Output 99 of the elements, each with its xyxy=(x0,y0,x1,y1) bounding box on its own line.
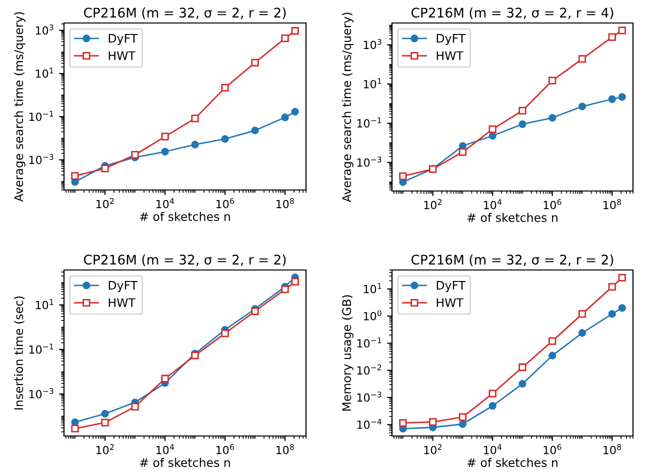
point xyxy=(488,125,496,133)
x-tick-label: 10$^{4}$ xyxy=(484,444,502,454)
point xyxy=(608,33,616,41)
point xyxy=(191,140,199,148)
y-tick-label: 10$^{−3}$ xyxy=(29,154,54,164)
x-tick-label: 10$^{8}$ xyxy=(276,198,294,208)
legend-label: HWT xyxy=(436,298,464,307)
point xyxy=(221,330,229,338)
y-tick-label: 10$^{−4}$ xyxy=(357,418,382,429)
point xyxy=(578,102,586,110)
legend-label: HWT xyxy=(108,51,136,60)
x-tick-label: 10$^{2}$ xyxy=(96,198,114,208)
x-tick-label: 10$^{8}$ xyxy=(604,444,621,454)
legend-label: HWT xyxy=(108,298,136,307)
y-tick-label: 10$^{−3}$ xyxy=(29,388,54,398)
point xyxy=(71,172,79,180)
y-tick-label: 10$^{−3}$ xyxy=(357,156,382,167)
point xyxy=(608,282,616,291)
point xyxy=(101,418,109,426)
point xyxy=(548,337,556,345)
point xyxy=(131,151,139,159)
point xyxy=(458,413,467,421)
point xyxy=(608,310,616,318)
x-axis-title: # of sketches n xyxy=(467,212,558,222)
point xyxy=(221,84,229,92)
y-axis-title: Average search time (ms/query) xyxy=(14,12,26,202)
x-tick-label: 10$^{8}$ xyxy=(276,444,294,454)
chart-title: CP216M (m = 32, σ = 2, r = 4) xyxy=(411,7,614,20)
chart-title: CP216M (m = 32, σ = 2, r = 2) xyxy=(411,254,614,266)
point xyxy=(518,363,526,372)
x-tick-label: 10$^{6}$ xyxy=(216,198,234,208)
y-tick-label: 10$^{3}$ xyxy=(364,38,382,50)
point xyxy=(458,148,467,156)
x-tick-label: 10$^{4}$ xyxy=(156,444,174,454)
y-tick-label: 10$^{1}$ xyxy=(364,78,382,88)
point xyxy=(161,374,169,382)
y-tick-label: 10$^{−3}$ xyxy=(357,392,382,402)
point xyxy=(578,310,586,318)
y-axis-title: Memory usage (GB) xyxy=(342,295,354,411)
point xyxy=(518,106,526,114)
point xyxy=(101,164,109,172)
y-tick-label: 10$^{−2}$ xyxy=(357,364,382,375)
point xyxy=(548,76,556,84)
point xyxy=(608,95,616,103)
y-tick-label: 10$^{0}$ xyxy=(364,310,382,320)
point xyxy=(518,380,526,388)
legend-label: DyFT xyxy=(436,280,466,292)
y-tick-label: 10$^{−1}$ xyxy=(357,337,382,348)
point xyxy=(161,148,169,156)
legend-label: DyFT xyxy=(108,280,138,292)
x-tick-label: 10$^{2}$ xyxy=(96,444,114,454)
chart-title: CP216M (m = 32, σ = 2, r = 2) xyxy=(84,7,286,20)
point xyxy=(191,114,199,122)
point xyxy=(251,58,259,66)
x-axis-title: # of sketches n xyxy=(140,212,230,222)
point xyxy=(429,418,437,426)
y-tick-label: 10$^{1}$ xyxy=(364,283,382,294)
point xyxy=(399,419,407,427)
point xyxy=(399,172,407,180)
point xyxy=(281,34,289,42)
y-tick-label: 10$^{−1}$ xyxy=(29,110,54,121)
x-tick-label: 10$^{2}$ xyxy=(424,444,442,454)
point xyxy=(488,402,496,410)
y-tick-label: 10$^{1}$ xyxy=(36,68,54,78)
chart-title: CP216M (m = 32, σ = 2, r = 2) xyxy=(84,254,286,266)
x-tick-label: 10$^{4}$ xyxy=(484,199,502,210)
point xyxy=(101,410,109,418)
point xyxy=(578,329,586,337)
point xyxy=(131,402,139,410)
point xyxy=(458,420,467,428)
x-tick-label: 10$^{6}$ xyxy=(544,199,562,210)
point xyxy=(281,114,289,122)
y-tick-label: 10$^{1}$ xyxy=(36,299,54,310)
legend-label: DyFT xyxy=(108,34,138,46)
x-tick-label: 10$^{4}$ xyxy=(156,198,174,208)
point xyxy=(161,132,169,140)
point xyxy=(71,424,79,432)
y-tick-label: 10$^{−1}$ xyxy=(357,117,382,128)
legend-label: HWT xyxy=(436,51,464,60)
point xyxy=(221,135,229,143)
x-tick-label: 10$^{6}$ xyxy=(216,444,234,454)
point xyxy=(251,126,259,134)
x-tick-label: 10$^{2}$ xyxy=(424,199,442,210)
point xyxy=(488,390,496,398)
x-axis-title: # of sketches n xyxy=(467,458,558,468)
x-axis-title: # of sketches n xyxy=(140,458,230,468)
point xyxy=(281,286,289,294)
point xyxy=(251,307,259,316)
legend-label: DyFT xyxy=(436,34,466,46)
point xyxy=(518,120,526,128)
y-tick-label: 10$^{−1}$ xyxy=(29,344,54,354)
point xyxy=(548,352,556,360)
y-axis-title: Average search time (ms/query) xyxy=(342,12,354,202)
y-axis-title: Insertion time (sec) xyxy=(14,296,24,410)
x-tick-label: 10$^{8}$ xyxy=(604,199,621,210)
y-tick-label: 10$^{3}$ xyxy=(36,24,54,35)
point xyxy=(548,114,556,122)
point xyxy=(578,55,586,63)
x-tick-label: 10$^{6}$ xyxy=(544,444,562,454)
